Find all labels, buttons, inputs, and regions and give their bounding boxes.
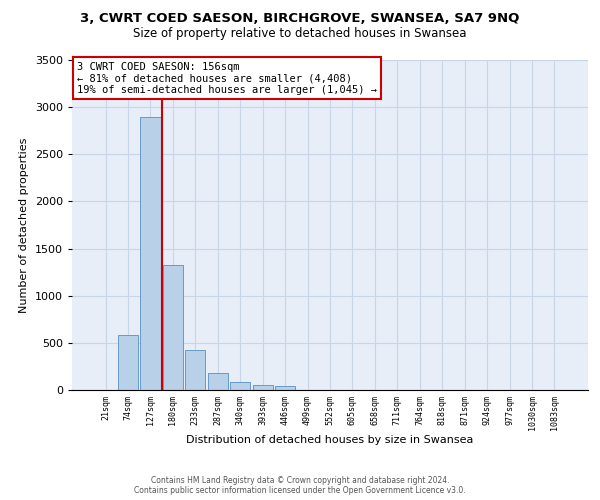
Text: Contains HM Land Registry data © Crown copyright and database right 2024.
Contai: Contains HM Land Registry data © Crown c… <box>134 476 466 495</box>
Bar <box>230 382 250 390</box>
Bar <box>118 336 138 390</box>
Bar <box>253 386 273 390</box>
X-axis label: Distribution of detached houses by size in Swansea: Distribution of detached houses by size … <box>187 436 473 446</box>
Bar <box>163 264 183 390</box>
Bar <box>140 116 161 390</box>
Text: 3, CWRT COED SAESON, BIRCHGROVE, SWANSEA, SA7 9NQ: 3, CWRT COED SAESON, BIRCHGROVE, SWANSEA… <box>80 12 520 26</box>
Y-axis label: Number of detached properties: Number of detached properties <box>19 138 29 312</box>
Text: Size of property relative to detached houses in Swansea: Size of property relative to detached ho… <box>133 28 467 40</box>
Text: 3 CWRT COED SAESON: 156sqm
← 81% of detached houses are smaller (4,408)
19% of s: 3 CWRT COED SAESON: 156sqm ← 81% of deta… <box>77 62 377 95</box>
Bar <box>185 350 205 390</box>
Bar <box>275 386 295 390</box>
Bar <box>208 372 228 390</box>
